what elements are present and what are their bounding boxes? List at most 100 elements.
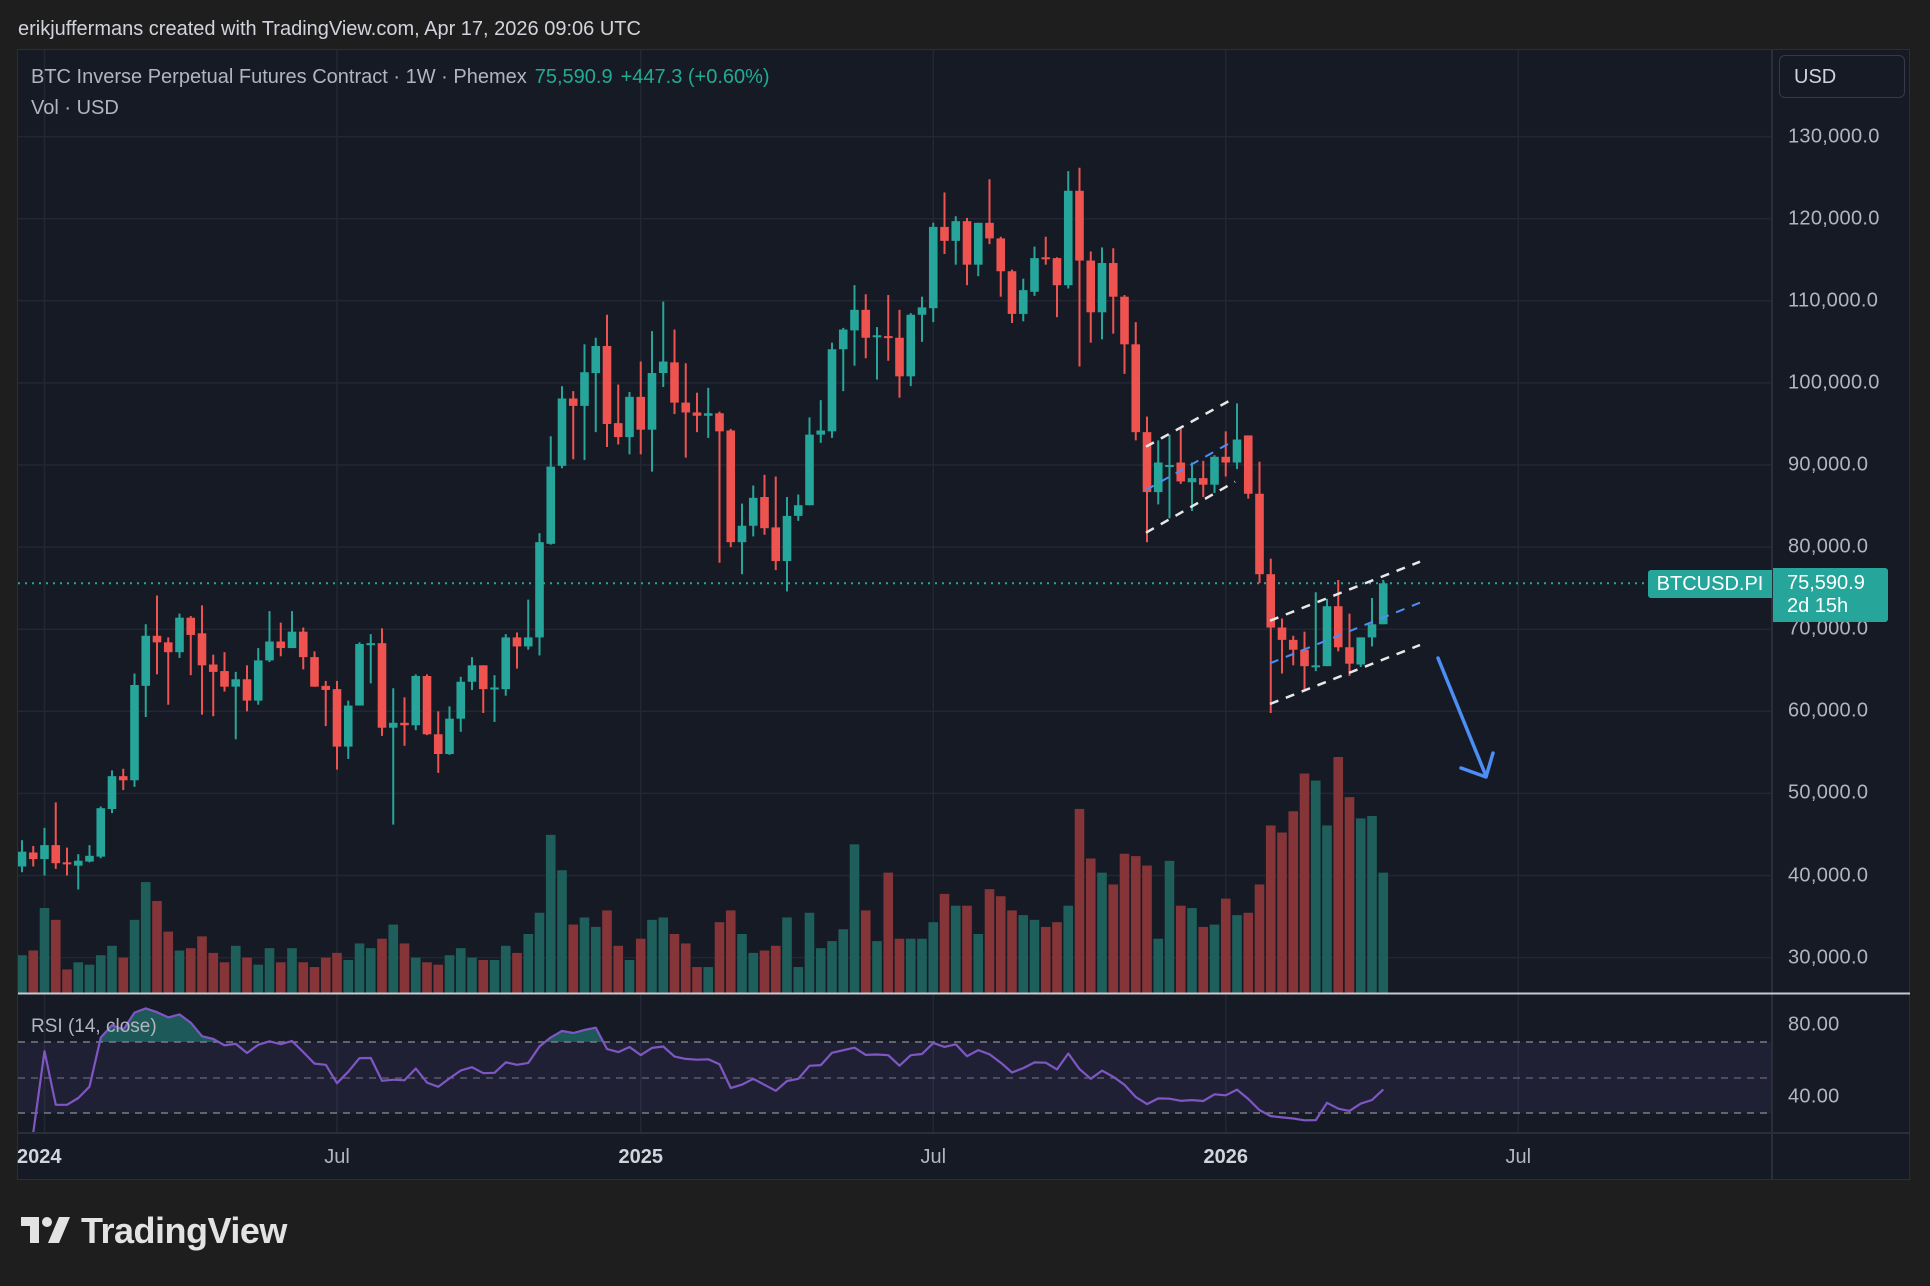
candle-body bbox=[1300, 649, 1309, 667]
candle-body bbox=[557, 398, 567, 466]
last-price: 75,590.9 bbox=[534, 66, 613, 88]
candle-body bbox=[85, 855, 94, 862]
candle-body bbox=[18, 851, 27, 867]
candle-body bbox=[692, 412, 702, 416]
channel1-lower-line[interactable] bbox=[1145, 480, 1236, 534]
volume-bar bbox=[680, 943, 691, 993]
volume-bar bbox=[18, 955, 27, 993]
volume-bar bbox=[1164, 860, 1175, 993]
candle-body bbox=[1221, 456, 1231, 463]
candle bbox=[332, 680, 342, 770]
volume-bar bbox=[557, 870, 567, 993]
candle bbox=[62, 847, 72, 876]
candle bbox=[681, 363, 691, 458]
volume-bar bbox=[860, 910, 871, 993]
candle bbox=[1300, 631, 1309, 692]
candle bbox=[1097, 247, 1107, 340]
volume-bar bbox=[703, 967, 714, 993]
candle bbox=[445, 706, 454, 755]
volume-bar bbox=[298, 962, 309, 993]
candle bbox=[1165, 434, 1174, 519]
volume-bar bbox=[1299, 773, 1310, 993]
volume-bar bbox=[50, 919, 61, 993]
volume-bar bbox=[1040, 926, 1051, 993]
volume-bar bbox=[478, 959, 489, 993]
volume-bar bbox=[770, 945, 781, 993]
candle-body bbox=[400, 722, 409, 726]
volume-bar bbox=[759, 950, 770, 993]
rsi-axis-label: 80.00 bbox=[1788, 1013, 1840, 1036]
price-axis-label: 110,000.0 bbox=[1788, 289, 1879, 312]
volume-bar bbox=[838, 929, 849, 993]
candle bbox=[816, 400, 826, 443]
volume-bar bbox=[39, 908, 50, 993]
volume-bar bbox=[185, 948, 196, 993]
volume-bar bbox=[140, 882, 151, 993]
candle-body bbox=[883, 336, 893, 339]
candle bbox=[928, 222, 938, 323]
volume-bar bbox=[725, 910, 736, 993]
candle bbox=[827, 342, 837, 438]
candle bbox=[973, 222, 983, 277]
candle bbox=[1187, 462, 1197, 511]
volume-bar bbox=[354, 943, 365, 993]
candle-body bbox=[535, 542, 544, 638]
candle bbox=[197, 605, 207, 715]
volume-bar bbox=[28, 950, 39, 993]
volume-bar bbox=[872, 941, 882, 993]
candle-body bbox=[73, 860, 83, 866]
rsi-legend[interactable]: RSI (14, close) bbox=[31, 1016, 157, 1037]
candle-body bbox=[1007, 271, 1017, 314]
candle-body bbox=[940, 226, 949, 241]
volume-bar bbox=[230, 945, 241, 993]
symbol-legend[interactable]: BTC Inverse Perpetual Futures Contract ·… bbox=[31, 66, 770, 89]
candle bbox=[1255, 461, 1264, 584]
candle-body bbox=[1108, 263, 1118, 297]
candle bbox=[546, 436, 556, 545]
candle bbox=[287, 611, 297, 649]
candle-body bbox=[771, 527, 781, 562]
volume-bar bbox=[512, 952, 522, 993]
candle-body bbox=[1333, 606, 1343, 648]
volume-bar bbox=[635, 938, 646, 993]
candle bbox=[568, 391, 578, 460]
volume-bar bbox=[995, 896, 1006, 993]
down-arrow-icon[interactable] bbox=[1436, 656, 1495, 779]
candle-body bbox=[1131, 344, 1141, 433]
volume-bar bbox=[579, 917, 590, 993]
candle bbox=[298, 627, 308, 670]
bar-countdown: 2d 15h bbox=[1787, 595, 1849, 617]
candle-body bbox=[1255, 493, 1264, 575]
candle bbox=[906, 313, 916, 387]
candle-body bbox=[1198, 478, 1208, 485]
candle bbox=[96, 806, 106, 859]
candle-body bbox=[1063, 190, 1073, 286]
rsi-line bbox=[32, 1007, 1385, 1133]
candle bbox=[771, 476, 781, 571]
candle bbox=[602, 314, 612, 447]
volume-bar bbox=[905, 938, 916, 993]
volume-bar bbox=[669, 934, 680, 993]
candle-body bbox=[298, 631, 308, 658]
candle bbox=[175, 613, 184, 658]
currency-button[interactable]: USD bbox=[1779, 55, 1905, 98]
volume-bar bbox=[804, 912, 815, 993]
trend-drawings[interactable] bbox=[1145, 396, 1495, 779]
volume-legend[interactable]: Vol · USD bbox=[31, 97, 119, 119]
channel1-upper-line[interactable] bbox=[1145, 396, 1236, 448]
volume-bar bbox=[950, 905, 961, 993]
volume-bar bbox=[568, 924, 579, 993]
candle-body bbox=[388, 722, 398, 728]
tradingview-logo[interactable]: TradingView bbox=[21, 1210, 287, 1252]
volume-bar bbox=[928, 922, 939, 993]
candle-body bbox=[1120, 296, 1129, 345]
volume-bar bbox=[894, 938, 905, 993]
volume-bar bbox=[163, 931, 174, 993]
volume-bar bbox=[962, 905, 972, 993]
candle-body bbox=[737, 525, 747, 543]
candle-body bbox=[591, 345, 601, 374]
channel1-middle-line[interactable] bbox=[1145, 439, 1236, 491]
volume-bar bbox=[1142, 865, 1152, 993]
candle-body bbox=[1243, 435, 1253, 494]
